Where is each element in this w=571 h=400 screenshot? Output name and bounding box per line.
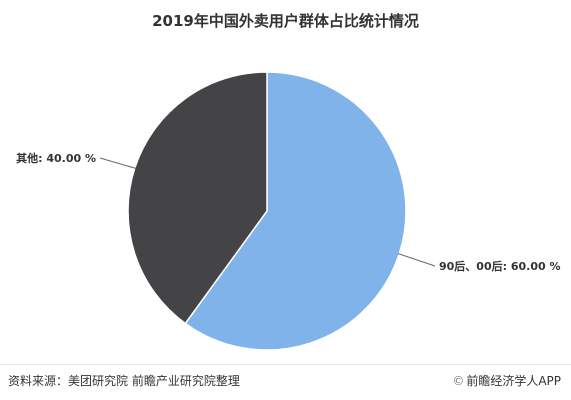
leader-line-1: [398, 253, 436, 267]
slice-label-1: 90后、00后: 60.00 %: [439, 259, 561, 273]
leader-line-2: [99, 157, 136, 169]
brand-logo-icon: ©: [452, 374, 465, 388]
chart-title: 2019年中国外卖用户群体占比统计情况: [152, 12, 419, 30]
brand-attribution: © 前瞻经济学人APP: [452, 372, 561, 389]
source-note: 资料来源：美团研究院 前瞻产业研究院整理: [8, 374, 240, 388]
slice-label-2: 其他: 40.00 %: [16, 151, 96, 165]
footer-divider: [0, 364, 571, 365]
brand-name: 前瞻经济学人APP: [466, 374, 561, 388]
pie-chart: 90后、00后: 60.00 % 其他: 40.00 %: [16, 71, 561, 351]
